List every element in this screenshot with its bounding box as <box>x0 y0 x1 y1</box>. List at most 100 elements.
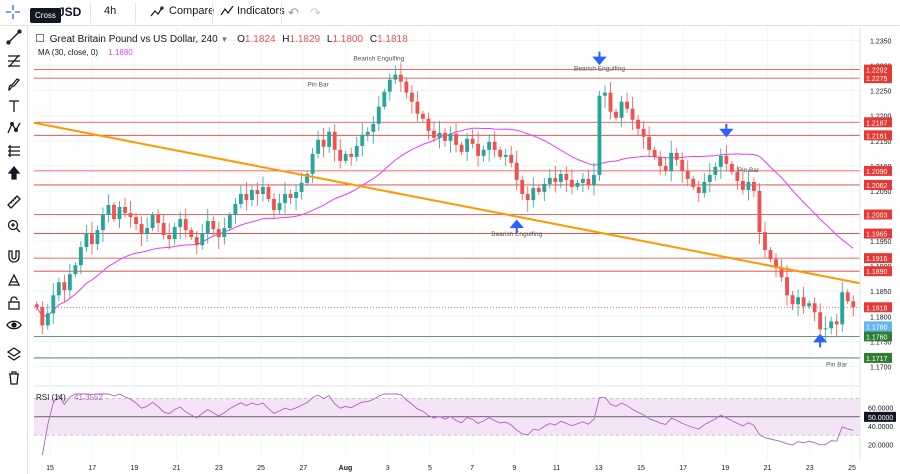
symbol-search[interactable]: JSD <box>58 5 82 19</box>
candle-body <box>421 113 425 119</box>
magnet-icon[interactable] <box>4 246 24 266</box>
resistance-price-label: 1.2187 <box>866 120 888 127</box>
candle-body <box>636 119 641 129</box>
candle-body <box>360 134 365 146</box>
candle-body <box>156 215 161 224</box>
price-tick-label: 1.2050 <box>870 189 892 196</box>
brush-tool-icon[interactable] <box>4 75 24 95</box>
current-price-tag <box>864 302 892 313</box>
candle-body <box>211 221 216 230</box>
support-price-tag <box>864 331 892 342</box>
candle-body <box>680 159 685 171</box>
candle-body <box>117 207 122 220</box>
time-tick-label: 3 <box>386 465 390 472</box>
tool-tooltip: Cross <box>30 8 61 23</box>
candle-body <box>299 182 304 192</box>
candle-body <box>603 92 607 96</box>
horizontal-levels <box>34 69 860 359</box>
text-tool-icon[interactable] <box>4 96 24 116</box>
time-tick-label: 23 <box>215 465 223 472</box>
resistance-price-tag <box>864 117 892 128</box>
drawing-toolbar <box>0 26 28 474</box>
candle-body <box>288 193 293 198</box>
candle-body <box>382 91 387 107</box>
candle-body <box>520 179 525 194</box>
candle-body <box>84 234 89 248</box>
resistance-price-label: 1.2292 <box>866 68 888 75</box>
trash-icon[interactable] <box>4 368 24 388</box>
candle-body <box>112 204 116 220</box>
candle-body <box>481 149 486 156</box>
candle-body <box>619 101 624 118</box>
indicators-button[interactable]: Indicators <box>220 5 285 17</box>
extra-price-label: 1.1760 <box>866 324 888 331</box>
trend-line-tool-icon[interactable] <box>4 27 24 47</box>
chevron-down-icon[interactable]: ▼ <box>220 35 229 44</box>
price-tick-label: 1.1950 <box>870 239 892 246</box>
candle-body <box>393 74 398 80</box>
candle-body <box>702 181 707 193</box>
candle-body <box>349 153 354 157</box>
candle-body <box>586 178 591 185</box>
resistance-price-label: 1.1916 <box>866 256 888 263</box>
candle-body <box>498 149 503 157</box>
crosshair-icon[interactable] <box>6 5 20 19</box>
high-label: H <box>282 34 290 45</box>
ma-legend[interactable]: MA (30, close, 0) 1.1880 <box>38 48 133 57</box>
lock-drawing-icon[interactable] <box>4 270 24 290</box>
eye-icon[interactable] <box>4 315 24 335</box>
candle-body <box>454 133 458 145</box>
lock-icon[interactable] <box>4 293 24 313</box>
resistance-price-tag <box>864 165 892 176</box>
redo-icon[interactable]: ↷ <box>310 5 321 20</box>
candle-body <box>592 174 596 185</box>
close-value: 1.1818 <box>377 34 408 45</box>
candle-body <box>139 224 144 235</box>
time-tick-label: 27 <box>299 465 307 472</box>
undo-icon[interactable]: ↶ <box>288 5 299 20</box>
time-tick-label: 19 <box>721 465 729 472</box>
candle-body <box>249 189 254 200</box>
arrow-up-icon <box>813 333 828 348</box>
candle-body <box>310 153 315 174</box>
candle-body <box>387 79 392 92</box>
candle-body <box>547 177 552 184</box>
fib-tool-icon[interactable] <box>4 51 24 71</box>
close-label: C <box>369 34 378 45</box>
candle-body <box>492 141 497 150</box>
prediction-tool-icon[interactable] <box>4 141 24 161</box>
interval-button[interactable]: 4h <box>104 5 117 17</box>
time-tick-label: 19 <box>131 465 139 472</box>
price-tick-label: 1.2250 <box>870 89 892 96</box>
price-tick-label: 1.2200 <box>870 114 892 121</box>
ruler-tool-icon[interactable] <box>4 192 24 212</box>
candles <box>34 62 856 340</box>
time-tick-label: Aug <box>339 465 353 472</box>
support-price-label: 1.1760 <box>866 334 888 341</box>
cursor-arrow-icon[interactable] <box>4 163 24 183</box>
candle-body <box>343 153 348 161</box>
compare-button[interactable]: Compare <box>150 5 214 17</box>
candle-body <box>266 186 271 199</box>
resistance-price-tag <box>864 73 892 84</box>
candle-body <box>178 219 183 228</box>
symbol-title[interactable]: Great Britain Pound vs US Dollar, 240 <box>49 34 218 45</box>
layers-icon[interactable] <box>4 344 24 364</box>
candle-body <box>663 165 668 171</box>
arrow-down-icon <box>592 51 607 66</box>
candle-body <box>696 186 701 193</box>
rsi-legend[interactable]: RSI (14) 41.3552 <box>36 393 103 402</box>
price-axis: 1.23501.23001.22501.22001.21501.21001.20… <box>859 28 896 460</box>
candle-body <box>134 217 138 225</box>
pattern-tool-icon[interactable] <box>4 118 24 138</box>
candle-body <box>735 171 740 181</box>
candle-body <box>509 154 514 163</box>
rsi-mid-tag <box>864 411 896 422</box>
divider <box>135 3 136 23</box>
candle-body <box>327 131 332 147</box>
collapse-legend-icon[interactable] <box>36 34 44 42</box>
price-tick-label: 1.2350 <box>870 39 892 46</box>
candle-body <box>255 189 260 194</box>
zoom-icon[interactable] <box>4 216 24 236</box>
